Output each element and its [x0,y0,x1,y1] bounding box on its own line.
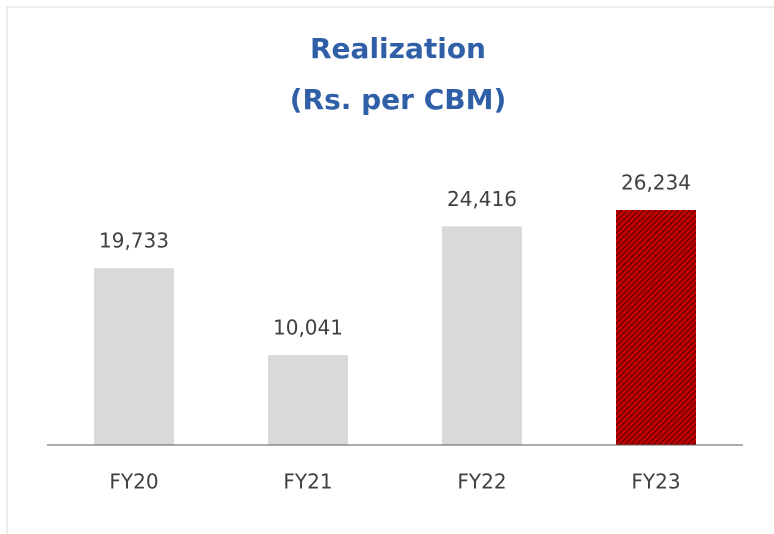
x-tick-label: FY22 [457,470,506,494]
data-label: 19,733 [99,229,169,253]
bar [616,210,696,445]
bar [268,355,348,445]
data-label: 10,041 [273,316,343,340]
chart-title: (Rs. per CBM) [290,83,507,116]
x-tick-label: FY23 [631,470,680,494]
bar [442,226,522,445]
data-label: 26,234 [621,171,691,195]
chart-title: Realization [310,32,486,65]
data-label: 24,416 [447,187,517,211]
x-tick-label: FY21 [283,470,332,494]
bar [94,268,174,445]
x-tick-label: FY20 [109,470,158,494]
